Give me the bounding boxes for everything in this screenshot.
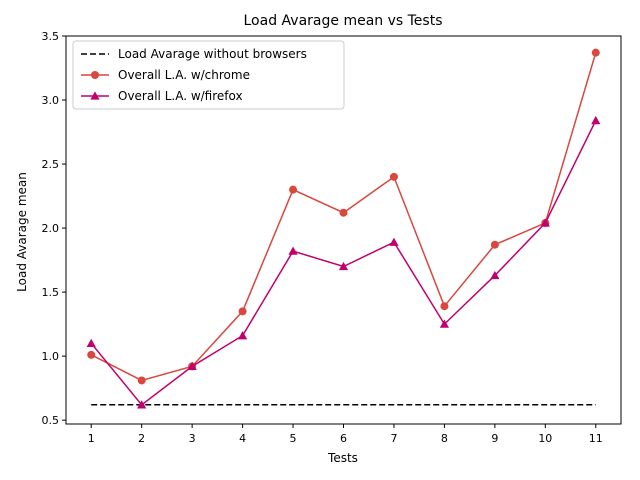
x-tick-label: 1 <box>88 432 95 445</box>
data-point <box>440 302 449 311</box>
legend-item: Overall L.A. w/firefox <box>81 89 243 103</box>
data-point <box>439 319 450 328</box>
plot-frame <box>65 35 622 425</box>
data-point <box>137 376 146 385</box>
x-axis-label: Tests <box>327 451 358 465</box>
data-point <box>187 361 197 371</box>
legend-item: Overall L.A. w/chrome <box>81 68 250 82</box>
data-point <box>591 115 601 125</box>
y-tick-label: 3.0 <box>42 94 60 107</box>
y-tick-label: 2.0 <box>42 222 60 235</box>
series-layer <box>86 48 601 409</box>
data-point <box>490 270 500 280</box>
legend-label: Overall L.A. w/chrome <box>118 68 250 82</box>
y-tick-label: 1.5 <box>42 286 60 299</box>
chart-title: Load Avarage mean vs Tests <box>244 13 443 29</box>
data-point <box>338 261 349 271</box>
data-point <box>339 208 348 217</box>
x-axis-ticks: 1 2 3 4 5 6 7 8 9 10 11 <box>88 424 603 445</box>
y-tick-label: 3.5 <box>42 30 60 43</box>
data-point <box>87 350 96 359</box>
legend-label: Overall L.A. w/firefox <box>118 89 243 103</box>
x-tick-label: 4 <box>239 432 246 445</box>
x-tick-label: 7 <box>390 432 397 445</box>
x-tick-label: 8 <box>441 432 448 445</box>
x-tick-label: 6 <box>340 432 347 445</box>
y-tick-label: 1.0 <box>42 350 60 363</box>
legend-frame <box>72 40 345 110</box>
data-point <box>389 237 399 246</box>
legend-label: Load Avarage without browsers <box>118 47 307 61</box>
data-point <box>238 307 247 316</box>
data-point <box>490 240 499 249</box>
data-point <box>289 185 298 194</box>
y-tick-label: 0.5 <box>42 414 60 427</box>
data-point <box>540 218 550 227</box>
data-point <box>389 172 398 181</box>
legend: Load Avarage without browsers Overall L.A… <box>72 40 345 110</box>
legend-item: Load Avarage without browsers <box>81 47 307 61</box>
series-overall-l-a-w-firefox <box>86 115 601 409</box>
legend-marker <box>90 91 100 100</box>
x-tick-label: 2 <box>138 432 145 445</box>
data-point <box>86 338 96 348</box>
data-point <box>288 246 298 255</box>
legend-marker <box>91 71 99 79</box>
x-tick-label: 3 <box>189 432 196 445</box>
x-tick-label: 11 <box>589 432 603 445</box>
y-axis-label: Load Avarage mean <box>15 172 29 292</box>
data-point <box>591 48 600 57</box>
x-tick-label: 5 <box>290 432 297 445</box>
x-tick-label: 10 <box>538 432 552 445</box>
y-tick-label: 2.5 <box>42 158 60 171</box>
x-tick-label: 9 <box>491 432 498 445</box>
y-axis-ticks: 0.5 1.0 1.5 2.0 2.5 3.0 3.5 <box>42 30 66 427</box>
data-point <box>237 331 248 340</box>
data-point <box>137 400 147 409</box>
